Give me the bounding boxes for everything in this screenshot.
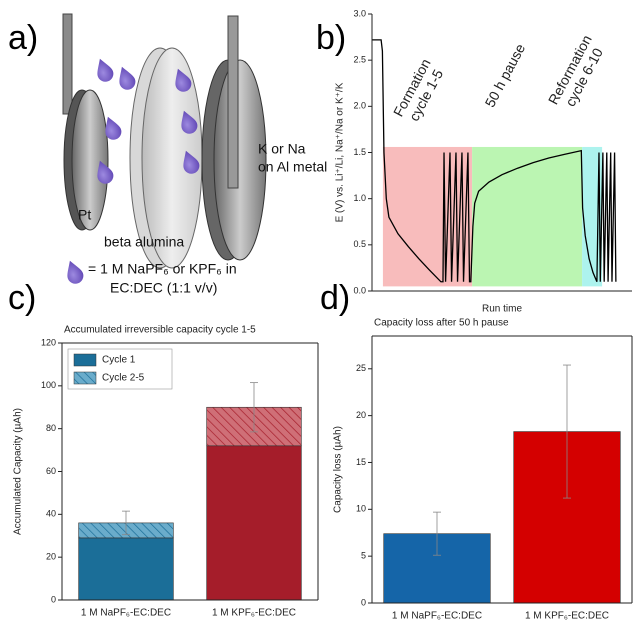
error-bar — [122, 510, 130, 536]
electrode-label: Pt — [78, 207, 91, 223]
x-tick-label: 1 M NaPF₆-EC:DEC — [81, 608, 171, 619]
pt-disc — [71, 89, 109, 231]
electrode-label: K or Na — [258, 141, 306, 157]
y-tick-label: 15 — [356, 457, 366, 467]
y-tick-label: 10 — [356, 504, 366, 514]
legend-swatch — [73, 353, 97, 367]
y-tick-label: 20 — [46, 552, 56, 562]
electrolyte-label: = 1 M NaPF₆ or KPF₆ in — [88, 261, 237, 277]
y-tick-label: 100 — [41, 380, 56, 390]
y-axis-label: Accumulated Capacity (µAh) — [13, 408, 24, 535]
y-tick-label: 25 — [356, 363, 366, 373]
y-tick-label: 80 — [46, 423, 56, 433]
legend: Cycle 1 Cycle 2-5 — [67, 348, 173, 390]
y-tick-label: 0.0 — [353, 285, 366, 295]
error-bar — [250, 382, 258, 433]
y-tick-label: 1.0 — [353, 193, 366, 203]
bar-segment — [78, 537, 174, 601]
pt-rod — [62, 13, 73, 115]
y-tick-label: 20 — [356, 410, 366, 420]
x-tick-label: 1 M NaPF₆-EC:DEC — [392, 611, 482, 622]
y-tick-label: 120 — [41, 337, 56, 347]
y-tick-label: 0 — [51, 594, 56, 604]
legend-label: Cycle 2-5 — [102, 373, 145, 384]
x-tick-label: 1 M KPF₆-EC:DEC — [525, 611, 609, 622]
x-tick-label: 1 M KPF₆-EC:DEC — [212, 608, 296, 619]
error-bar — [433, 511, 441, 556]
y-axis-label: Capacity loss (µAh) — [333, 426, 344, 513]
legend-label: Cycle 1 — [102, 355, 136, 366]
annotation: 50 h pause — [482, 41, 529, 110]
metal-disc — [213, 59, 267, 261]
y-axis-label: E (V) vs. Li⁺/Li, Na⁺/Na or K⁺/K — [335, 82, 346, 222]
chart-title: Accumulated irreversible capacity cycle … — [64, 325, 256, 336]
metal-rod — [227, 15, 239, 189]
annotation-text: 50 h pause — [482, 41, 529, 110]
line-series — [372, 39, 617, 283]
y-tick-label: 60 — [46, 466, 56, 476]
y-tick-label: 0 — [361, 597, 366, 607]
electrolyte-label: EC:DEC (1:1 v/v) — [110, 280, 217, 296]
y-tick-label: 3.0 — [353, 8, 366, 18]
error-bar — [563, 364, 571, 499]
panel-label: b) — [316, 19, 346, 57]
chart-title: Capacity loss after 50 h pause — [374, 318, 509, 329]
y-tick-label: 5 — [361, 551, 366, 561]
y-tick-label: 40 — [46, 509, 56, 519]
x-axis-label: Run time — [482, 304, 522, 315]
diagram: a) Pt beta alumina K or Na on Al metal =… — [8, 13, 327, 296]
panel-label: c) — [8, 279, 36, 317]
bar-segment — [206, 445, 302, 601]
panel-label: a) — [8, 19, 38, 57]
legend-swatch — [73, 371, 97, 385]
panel-label: d) — [320, 279, 350, 317]
y-tick-label: 2.0 — [353, 101, 366, 111]
region — [472, 146, 583, 287]
separator-label: beta alumina — [104, 234, 184, 250]
electrode-label: on Al metal — [258, 159, 327, 175]
y-tick-label: 2.5 — [353, 55, 366, 65]
y-tick-label: 1.5 — [353, 147, 366, 157]
y-tick-label: 0.5 — [353, 239, 366, 249]
